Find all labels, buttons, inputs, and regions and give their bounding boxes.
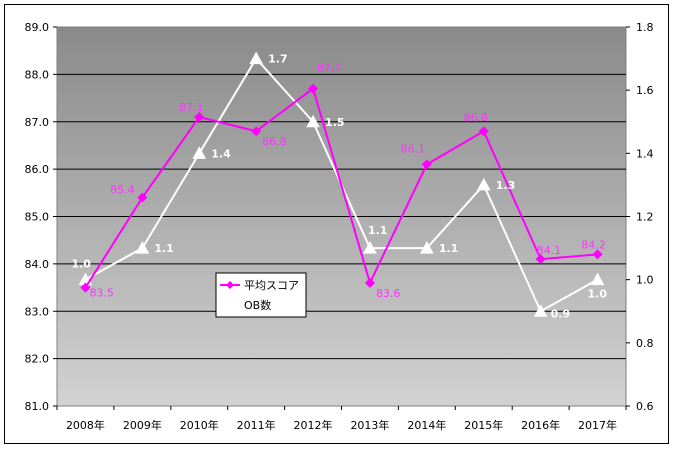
score-marker — [364, 277, 375, 288]
right-axis-ticks: 0.6 0.8 1.0 1.2 1.4 1.6 1.8 — [626, 21, 654, 413]
left-tick-label: 84.0 — [25, 258, 50, 271]
left-tick-label: 88.0 — [25, 68, 50, 81]
score-data-label: 83.6 — [376, 287, 401, 300]
left-tick-label: 89.0 — [25, 21, 50, 34]
ob-data-label: 1.0 — [588, 288, 608, 301]
ob-data-label: 1.1 — [439, 242, 459, 255]
x-tick-label: 2012年 — [294, 418, 333, 432]
left-tick-label: 85.0 — [25, 211, 50, 224]
ob-data-label: 1.1 — [368, 224, 388, 237]
x-tick-label: 2013年 — [350, 418, 389, 432]
series-layer: 83.5 85.4 87.1 86.8 87.7 83.6 86.1 86.8 84.1 84.2… — [71, 51, 608, 320]
score-marker — [194, 112, 205, 123]
right-tick-label: 1.2 — [636, 211, 654, 224]
x-axis-ticks: 2008年 2009年 2010年 2011年 2012年 2013年 2014年 2015年… — [56, 406, 627, 432]
score-marker — [308, 83, 319, 94]
score-marker — [478, 126, 489, 137]
score-marker — [592, 249, 603, 260]
x-tick-label: 2009年 — [123, 418, 162, 432]
score-marker — [421, 159, 432, 170]
score-data-label: 86.8 — [464, 111, 489, 124]
right-tick-label: 1.0 — [636, 274, 654, 287]
score-data-label: 84.2 — [581, 238, 606, 251]
score-data-label: 87.1 — [179, 101, 204, 114]
x-tick-label: 2016年 — [521, 418, 560, 432]
left-axis-ticks: 81.0 82.0 83.0 84.0 85.0 86.0 87.0 88.0 89.0 — [25, 21, 57, 413]
left-tick-label: 86.0 — [25, 163, 50, 176]
ob-data-label: 1.7 — [268, 53, 288, 66]
x-tick-label: 2010年 — [180, 418, 219, 432]
ob-marker — [192, 146, 207, 159]
score-marker — [80, 282, 91, 293]
score-data-label: 83.5 — [89, 287, 114, 300]
x-tick-label: 2011年 — [237, 418, 276, 432]
right-tick-label: 1.6 — [636, 84, 654, 97]
score-data-label: 84.1 — [537, 244, 562, 257]
score-marker — [137, 192, 148, 203]
series-line-score — [84, 86, 598, 289]
ob-data-label: 1.0 — [71, 258, 91, 271]
ob-data-label: 1.5 — [325, 116, 345, 129]
x-tick-label: 2008年 — [66, 418, 105, 432]
legend-marker-score — [226, 281, 234, 289]
ob-data-label: 0.9 — [551, 307, 571, 320]
x-tick-label: 2015年 — [464, 418, 503, 432]
x-tick-label: 2014年 — [407, 418, 446, 432]
legend-label-score: 平均スコア — [244, 279, 299, 292]
gridlines — [57, 73, 626, 360]
left-tick-label: 81.0 — [25, 400, 50, 413]
ob-marker — [306, 114, 320, 128]
ob-marker — [420, 241, 434, 254]
score-marker — [535, 254, 546, 265]
ob-marker — [249, 51, 263, 65]
score-marker — [251, 126, 262, 137]
ob-marker — [363, 241, 377, 254]
legend-box — [215, 272, 307, 318]
legend: 平均スコア OB数 — [215, 272, 307, 318]
score-data-label: 85.4 — [110, 184, 135, 197]
right-tick-label: 0.6 — [636, 400, 654, 413]
x-tick-label: 2017年 — [578, 418, 617, 432]
score-data-label: 86.1 — [401, 142, 426, 155]
score-data-label: 86.8 — [262, 135, 287, 148]
right-tick-label: 1.8 — [636, 21, 654, 34]
left-tick-label: 82.0 — [25, 353, 50, 366]
ob-marker — [135, 241, 150, 254]
left-tick-label: 83.0 — [25, 305, 50, 318]
ob-data-label: 1.3 — [496, 179, 516, 192]
right-tick-label: 0.8 — [636, 337, 654, 350]
ob-marker — [590, 272, 605, 286]
ob-data-label: 1.1 — [154, 242, 174, 255]
ob-marker — [476, 177, 491, 191]
left-tick-label: 87.0 — [25, 116, 50, 129]
score-data-label: 87.7 — [317, 62, 342, 75]
ob-marker — [533, 304, 548, 317]
legend-label-ob: OB数 — [244, 299, 271, 312]
right-tick-label: 1.4 — [636, 147, 654, 160]
ob-data-label: 1.4 — [211, 147, 231, 160]
